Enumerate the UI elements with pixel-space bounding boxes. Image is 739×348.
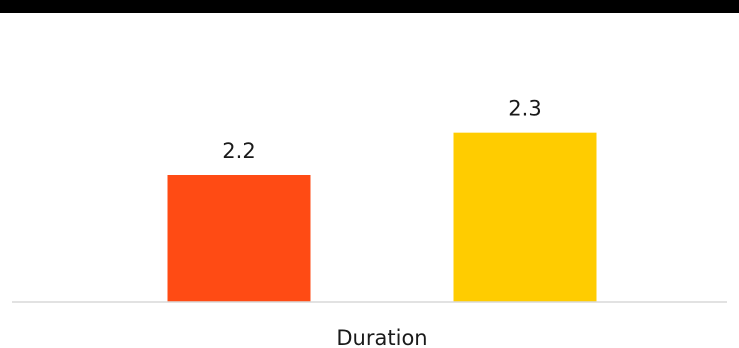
bar-2 [453,132,597,302]
data-label-2: 2.3 [508,97,541,121]
x-category-label: Duration [336,326,427,348]
top-rule [0,0,739,13]
data-labels-layer: 2.2 2.3 [222,97,541,163]
bar-1 [167,175,311,302]
bars-layer [167,132,597,302]
data-label-1: 2.2 [222,139,255,163]
